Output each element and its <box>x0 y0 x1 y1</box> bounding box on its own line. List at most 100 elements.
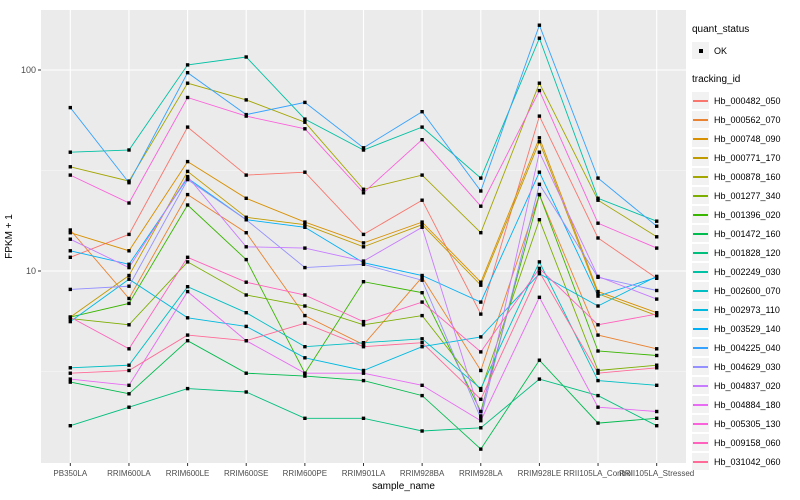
data-point <box>244 324 248 329</box>
point-square-icon <box>699 49 703 53</box>
data-point <box>68 255 72 259</box>
legend-line-swatch <box>693 309 708 311</box>
data-point <box>303 416 307 420</box>
data-point <box>479 176 483 180</box>
x-tick-label: PB350LA <box>53 469 87 478</box>
legend-line-swatch <box>693 328 708 330</box>
data-point <box>596 274 600 279</box>
data-point <box>244 311 248 315</box>
data-point <box>185 95 190 100</box>
data-point <box>303 304 307 308</box>
x-tick-label: RRII105LA_Stressed <box>619 469 694 478</box>
legend-item-label: Hb_002600_070 <box>714 285 781 296</box>
legend-key-box <box>692 225 709 242</box>
data-point <box>185 174 190 179</box>
legend-line-swatch <box>693 347 708 349</box>
legend-item-Hb_000878_160: Hb_000878_160 <box>692 167 800 186</box>
data-point <box>68 105 72 110</box>
legend-item-Hb_005305_130: Hb_005305_130 <box>692 414 800 433</box>
data-point <box>185 260 190 264</box>
legend-item-Hb_004225_040: Hb_004225_040 <box>692 338 800 357</box>
legend-key-box <box>692 377 709 394</box>
data-point <box>127 368 131 373</box>
data-point <box>244 218 248 222</box>
data-point <box>655 288 659 293</box>
x-tick-label: RRIM928LA <box>459 469 503 478</box>
data-point <box>68 424 72 428</box>
data-point <box>361 280 366 284</box>
legend-item-label: Hb_000562_070 <box>714 114 781 125</box>
legend-title-quant-status: quant_status <box>692 24 750 35</box>
data-point <box>537 260 542 264</box>
data-point <box>655 383 659 387</box>
data-point <box>596 176 600 180</box>
data-point <box>185 285 190 289</box>
data-point <box>303 220 307 224</box>
data-point <box>185 71 190 75</box>
legend-key-box <box>692 415 709 432</box>
data-point <box>127 296 131 301</box>
data-point <box>655 353 659 358</box>
legend-item-Hb_004629_030: Hb_004629_030 <box>692 357 800 376</box>
data-point <box>596 289 600 294</box>
data-point <box>68 231 72 235</box>
legend-item-label: Hb_000748_090 <box>714 133 781 144</box>
legend-line-swatch <box>693 423 708 425</box>
legend-key-box <box>692 263 709 280</box>
data-point <box>479 447 483 451</box>
x-axis-title: sample_name <box>372 481 435 492</box>
data-point <box>420 313 424 318</box>
legend-key-box <box>692 111 709 128</box>
legend-item-label: Hb_004629_030 <box>714 361 781 372</box>
legend-key-box <box>692 396 709 413</box>
data-point <box>537 358 542 362</box>
data-point <box>655 409 659 414</box>
data-point <box>537 140 542 144</box>
data-point <box>303 374 307 378</box>
y-tick-label: 100 <box>21 65 36 75</box>
legend-item-label: Hb_004884_180 <box>714 399 781 410</box>
data-point <box>655 246 659 250</box>
data-point <box>244 293 248 297</box>
data-point <box>596 221 600 225</box>
data-point <box>596 198 600 202</box>
legend-gap <box>692 60 800 74</box>
data-point <box>537 114 542 118</box>
legend-key-box <box>692 206 709 223</box>
data-point <box>303 117 307 121</box>
data-point <box>303 356 307 360</box>
legend-item-Hb_000748_090: Hb_000748_090 <box>692 129 800 148</box>
legend-key-box <box>692 320 709 337</box>
data-point <box>537 150 542 154</box>
data-point <box>185 203 190 207</box>
data-point <box>244 231 248 235</box>
legend-item-Hb_002973_110: Hb_002973_110 <box>692 300 800 319</box>
data-point <box>185 159 190 164</box>
legend-item-label: Hb_004837_020 <box>714 380 781 391</box>
data-point <box>655 312 659 316</box>
data-point <box>68 315 72 319</box>
data-point <box>185 125 190 129</box>
data-point <box>127 201 131 205</box>
data-point <box>361 259 366 263</box>
legend-line-swatch <box>693 176 708 178</box>
legend-key-box <box>692 301 709 318</box>
legend-line-swatch <box>693 100 708 102</box>
data-point <box>420 198 424 202</box>
legend-tracking-items: Hb_000482_050 Hb_000562_070 Hb_000748_090 H… <box>692 91 800 471</box>
data-point <box>127 284 131 288</box>
data-point <box>361 146 366 150</box>
data-point <box>127 262 131 266</box>
data-point <box>303 223 307 227</box>
data-point <box>479 397 483 401</box>
data-point <box>185 81 190 85</box>
data-point <box>479 386 483 391</box>
data-point <box>127 392 131 396</box>
data-point <box>479 189 483 193</box>
legend-item-Hb_000562_070: Hb_000562_070 <box>692 110 800 129</box>
legend-item-label: Hb_001472_160 <box>714 228 781 239</box>
legend-item-label: Hb_009158_060 <box>714 437 781 448</box>
data-point <box>420 429 424 433</box>
data-point <box>596 378 600 383</box>
